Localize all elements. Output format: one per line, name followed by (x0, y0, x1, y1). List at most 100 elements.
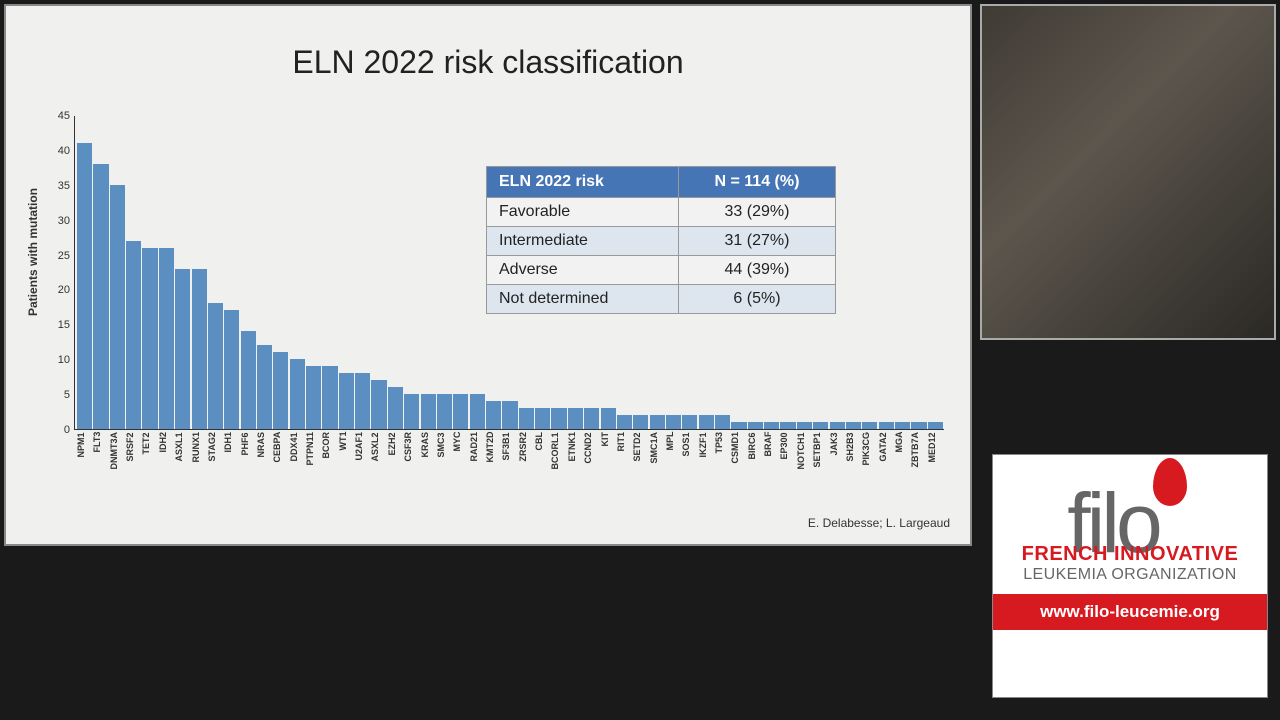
bar-IDH2 (159, 248, 174, 429)
x-label: CSMD1 (730, 432, 745, 472)
table-row: Intermediate31 (27%) (487, 227, 836, 256)
x-label: JAK3 (829, 432, 844, 472)
x-label: NRAS (256, 432, 271, 472)
bar-MED12 (928, 422, 943, 429)
bar-ZRSR2 (519, 408, 534, 429)
x-label: NPM1 (76, 432, 91, 472)
bar-CSF3R (404, 394, 419, 429)
x-label: SH2B3 (845, 432, 860, 472)
x-label: SMC3 (436, 432, 451, 472)
x-label: ASXL1 (174, 432, 189, 472)
x-label: MPL (665, 432, 680, 472)
bar-EP300 (780, 422, 795, 429)
x-label: PIK3CG (861, 432, 876, 472)
table-cell: Adverse (487, 256, 679, 285)
bar-SRSF2 (126, 241, 141, 429)
bar-GATA2 (879, 422, 894, 429)
bar-SMC3 (437, 394, 452, 429)
x-label: EZH2 (387, 432, 402, 472)
bar-IDH1 (224, 310, 239, 429)
x-label: RUNX1 (191, 432, 206, 472)
logo-url: www.filo-leucemie.org (993, 594, 1267, 630)
risk-classification-table: ELN 2022 riskN = 114 (%) Favorable33 (29… (486, 166, 836, 314)
bar-TP53 (715, 415, 730, 429)
x-label: MGA (894, 432, 909, 472)
x-label: SETBP1 (812, 432, 827, 472)
bar-CEBPA (273, 352, 288, 429)
bar-PHF6 (241, 331, 256, 429)
x-label: ZBTB7A (910, 432, 925, 472)
x-label: TET2 (141, 432, 156, 472)
x-label: EP300 (779, 432, 794, 472)
x-label: CSF3R (403, 432, 418, 472)
bar-PIK3CG (862, 422, 877, 429)
x-label: CEBPA (272, 432, 287, 472)
x-label: ASXL2 (370, 432, 385, 472)
bar-SH2B3 (846, 422, 861, 429)
table-cell: 44 (39%) (678, 256, 835, 285)
x-label: IKZF1 (698, 432, 713, 472)
x-label: SRSF2 (125, 432, 140, 472)
x-label: PHF6 (240, 432, 255, 472)
bar-TET2 (142, 248, 157, 429)
x-label: U2AF1 (354, 432, 369, 472)
x-label: BCOR (321, 432, 336, 472)
table-header: N = 114 (%) (678, 167, 835, 198)
table-row: Favorable33 (29%) (487, 198, 836, 227)
bar-KMT2D (486, 401, 501, 429)
bar-MPL (666, 415, 681, 429)
bar-BCORL1 (551, 408, 566, 429)
bar-CSMD1 (731, 422, 746, 429)
table-row: Adverse44 (39%) (487, 256, 836, 285)
x-label: CBL (534, 432, 549, 472)
x-label: KIT (600, 432, 615, 472)
organization-logo: filo FRENCH INNOVATIVE LEUKEMIA ORGANIZA… (992, 454, 1268, 698)
bar-RIT1 (617, 415, 632, 429)
bar-STAG2 (208, 303, 223, 429)
y-axis-ticks: 051015202530354045 (44, 116, 70, 430)
x-label: ETNK1 (567, 432, 582, 472)
bar-IKZF1 (699, 415, 714, 429)
x-label: IDH2 (158, 432, 173, 472)
x-label: DNMT3A (109, 432, 124, 472)
bar-SETD2 (633, 415, 648, 429)
slide-credit: E. Delabesse; L. Largeaud (808, 516, 950, 530)
bar-EZH2 (388, 387, 403, 429)
bar-MYC (453, 394, 468, 429)
bar-JAK3 (830, 422, 845, 429)
bar-CCND2 (584, 408, 599, 429)
speaker-video-panel (980, 4, 1276, 340)
x-axis-labels: NPM1FLT3DNMT3ASRSF2TET2IDH2ASXL1RUNX1STA… (76, 432, 942, 472)
bar-SETBP1 (813, 422, 828, 429)
y-axis-label: Patients with mutation (26, 188, 40, 316)
x-label: BIRC6 (747, 432, 762, 472)
x-label: BRAF (763, 432, 778, 472)
x-label: DDX41 (289, 432, 304, 472)
x-label: NOTCH1 (796, 432, 811, 472)
x-label: PTPN11 (305, 432, 320, 472)
x-label: RAD21 (469, 432, 484, 472)
bar-DNMT3A (110, 185, 125, 429)
bar-U2AF1 (355, 373, 370, 429)
x-label: TP53 (714, 432, 729, 472)
bar-PTPN11 (306, 366, 321, 429)
bar-WT1 (339, 373, 354, 429)
blood-drop-icon (1153, 458, 1187, 506)
bar-FLT3 (93, 164, 108, 429)
bar-BIRC6 (748, 422, 763, 429)
x-label: SF3B1 (501, 432, 516, 472)
logo-subtitle-1: FRENCH INNOVATIVE (993, 543, 1267, 566)
table-cell: 6 (5%) (678, 285, 835, 314)
bar-NRAS (257, 345, 272, 429)
table-cell: Favorable (487, 198, 679, 227)
bar-DDX41 (290, 359, 305, 429)
bar-BRAF (764, 422, 779, 429)
bar-ASXL1 (175, 269, 190, 429)
bar-BCOR (322, 366, 337, 429)
bar-KIT (601, 408, 616, 429)
slide-title: ELN 2022 risk classification (6, 44, 970, 81)
bar-RUNX1 (192, 269, 207, 429)
bar-SMC1A (650, 415, 665, 429)
logo-subtitle-2: LEUKEMIA ORGANIZATION (993, 566, 1267, 584)
x-label: CCND2 (583, 432, 598, 472)
